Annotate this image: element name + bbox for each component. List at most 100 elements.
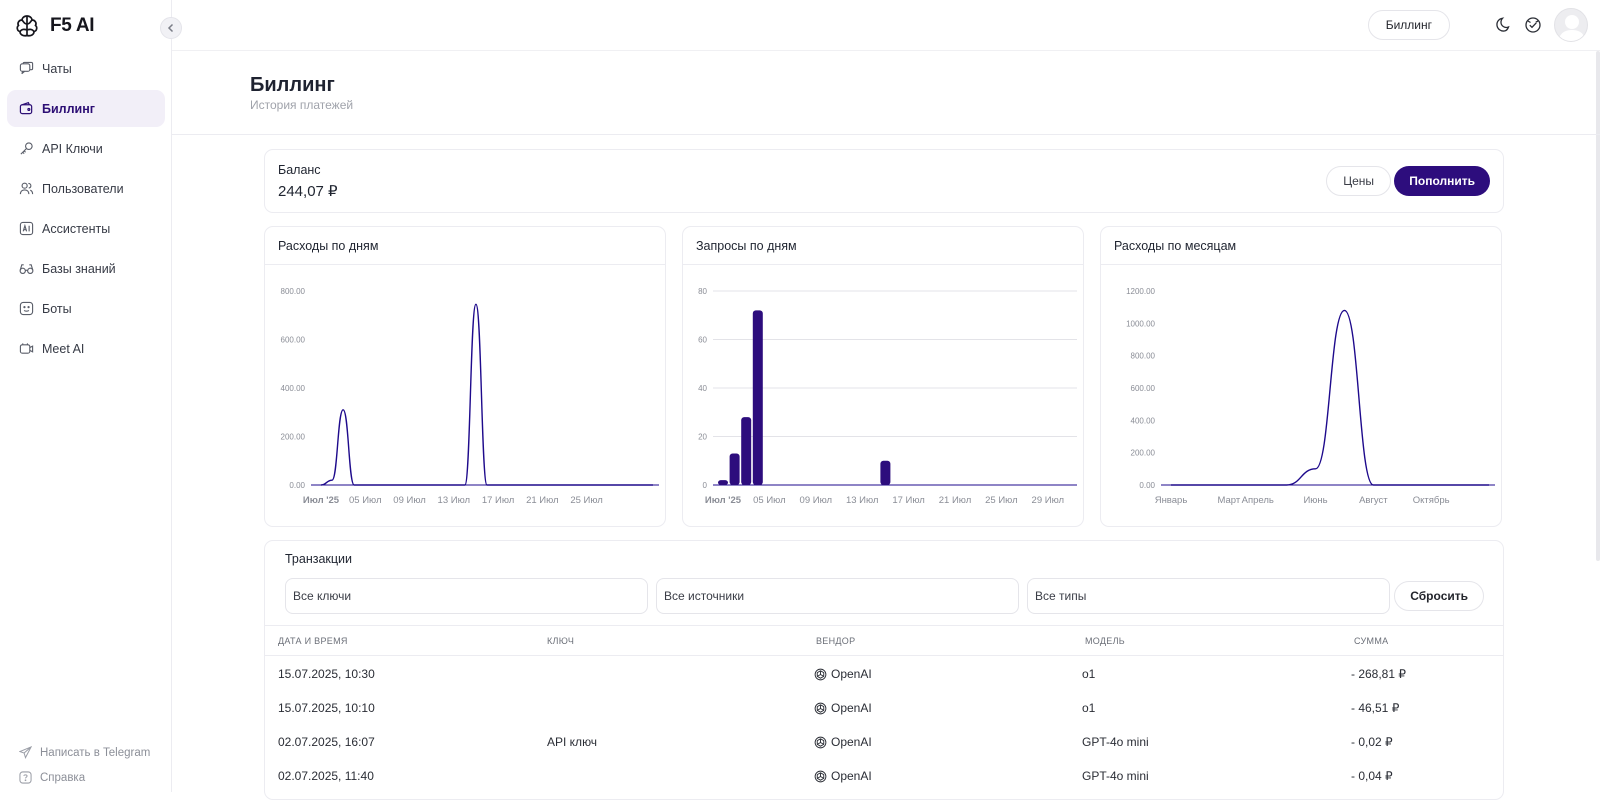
bar [730,453,740,485]
column-header-key[interactable]: КЛЮЧ [547,636,574,646]
vendor-name: OpenAI [831,667,872,681]
topup-button[interactable]: Пополнить [1394,166,1490,196]
tx-vendor: OpenAI [814,735,872,749]
tx-key: API ключ [547,735,597,749]
column-header-vendor[interactable]: ВЕНДОР [816,636,855,646]
sidebar-item-label: Meet AI [42,342,84,356]
tx-vendor: OpenAI [814,701,872,715]
table-row[interactable]: 02.07.2025, 16:07 API ключ OpenAI GPT-4o… [265,725,1503,759]
status-check-icon[interactable] [1524,16,1542,34]
sidebar: F5 AI Чаты Биллинг API Ключи Пользовател… [0,0,172,792]
vendor-name: OpenAI [831,769,872,783]
brand-name: F5 AI [50,15,94,37]
x-tick-label: 21 Июл [526,495,559,506]
sidebar-item-users[interactable]: Пользователи [7,170,165,207]
table-row[interactable]: 15.07.2025, 10:30 OpenAI o1 - 268,81 ₽ [265,657,1503,691]
x-tick-label: 17 Июл [482,495,514,506]
openai-icon [814,770,827,783]
reset-filters-button[interactable]: Сбросить [1394,581,1484,611]
tx-model: o1 [1082,667,1095,681]
tx-amount: - 0,04 ₽ [1351,769,1393,783]
openai-icon [814,668,827,681]
column-header-date[interactable]: ДАТА И ВРЕМЯ [278,636,348,646]
sidebar-item-chats[interactable]: Чаты [7,50,165,87]
y-tick-label: 40 [698,384,707,393]
series-line [321,304,653,485]
telegram-link[interactable]: Написать в Telegram [19,740,150,765]
billing-button[interactable]: Биллинг [1368,10,1450,40]
y-tick-label: 400.00 [281,384,306,393]
topbar: Биллинг [172,0,1600,51]
y-tick-label: 1200.00 [1126,287,1155,296]
help-link[interactable]: Справка [19,765,150,790]
x-tick-label: Октябрь [1413,495,1450,506]
user-avatar-icon [1555,9,1588,42]
bar [753,310,763,485]
y-tick-label: 800.00 [1131,352,1156,361]
tx-date: 02.07.2025, 11:40 [278,769,374,783]
monthly-spend-chart: 0.00200.00400.00600.00800.001000.001200.… [1101,265,1503,527]
x-tick-label: 25 Июл [985,495,1018,506]
tx-amount: - 268,81 ₽ [1351,667,1406,681]
wallet-icon [19,101,34,116]
tx-date: 15.07.2025, 10:30 [278,667,375,681]
y-tick-label: 400.00 [1131,416,1156,425]
tx-date: 02.07.2025, 16:07 [278,735,375,749]
help-icon [19,771,32,784]
send-icon [19,746,32,759]
y-tick-label: 60 [698,336,707,345]
sidebar-item-label: Ассистенты [42,222,110,236]
column-header-model[interactable]: МОДЕЛЬ [1085,636,1125,646]
y-tick-label: 80 [698,287,707,296]
moon-icon[interactable] [1494,16,1512,34]
chart-title: Расходы по дням [278,239,378,253]
x-tick-label: Март [1217,495,1240,506]
x-tick-label: Август [1359,495,1388,506]
column-header-amount[interactable]: СУММА [1354,636,1388,646]
sidebar-item-label: Пользователи [42,182,124,196]
sidebar-item-assistants[interactable]: Ассистенты [7,210,165,247]
y-tick-label: 600.00 [281,336,306,345]
sidebar-item-bots[interactable]: Боты [7,290,165,327]
tx-amount: - 0,02 ₽ [1351,735,1393,749]
x-tick-label: 05 Июл [349,495,382,506]
sources-filter-select[interactable]: Все источники [656,578,1019,614]
sidebar-item-api-keys[interactable]: API Ключи [7,130,165,167]
chart-title: Запросы по дням [696,239,797,253]
openai-icon [814,702,827,715]
sidebar-footer: Написать в Telegram Справка [19,740,150,790]
x-tick-label: Январь [1155,495,1188,506]
sidebar-item-label: Боты [42,302,72,316]
x-tick-label: 13 Июл [846,495,879,506]
x-tick-label: Июл '25 [705,495,742,506]
sidebar-item-meet-ai[interactable]: Meet AI [7,330,165,367]
types-filter-select[interactable]: Все типы [1027,578,1390,614]
page-title: Биллинг [250,74,335,97]
prices-button[interactable]: Цены [1326,166,1391,196]
page-subtitle: История платежей [250,98,353,112]
sidebar-item-knowledge-bases[interactable]: Базы знаний [7,250,165,287]
x-tick-label: 05 Июл [753,495,786,506]
tx-vendor: OpenAI [814,667,872,681]
brand[interactable]: F5 AI [14,12,94,40]
series-line [1171,310,1489,485]
bot-icon [19,301,34,316]
tx-vendor: OpenAI [814,769,872,783]
x-tick-label: Апрель [1242,495,1274,506]
keys-filter-select[interactable]: Все ключи [285,578,648,614]
x-tick-label: Июнь [1303,495,1327,506]
sidebar-item-billing[interactable]: Биллинг [7,90,165,127]
balance-card: Баланс 244,07 ₽ Цены Пополнить [264,149,1504,213]
ai-icon [19,221,34,236]
sidebar-nav: Чаты Биллинг API Ключи Пользователи Асси… [7,50,165,370]
vendor-name: OpenAI [831,701,872,715]
avatar[interactable] [1554,8,1588,42]
table-row[interactable]: 02.07.2025, 11:40 OpenAI GPT-4o mini - 0… [265,759,1503,793]
glasses-icon [19,261,34,276]
balance-label: Баланс [278,163,321,177]
table-row[interactable]: 15.07.2025, 10:10 OpenAI o1 - 46,51 ₽ [265,691,1503,725]
x-tick-label: 09 Июл [393,495,426,506]
